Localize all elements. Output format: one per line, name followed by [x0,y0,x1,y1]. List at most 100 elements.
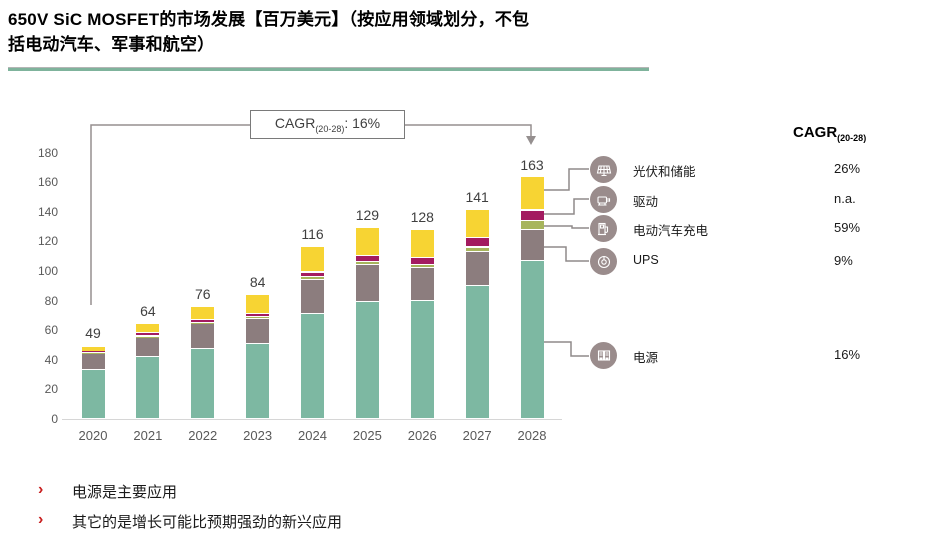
legend-label: 电源 [633,351,659,365]
bar-segment-光伏和储能[interactable] [410,229,434,257]
bar-segment-驱动[interactable] [410,258,434,265]
legend-label: UPS [633,253,659,267]
bar-segment-光伏和储能[interactable] [246,294,270,313]
bar-total-label: 128 [410,208,434,225]
cagr-column-header: CAGR(20-28) [793,124,867,143]
y-axis-tick: 60 [44,323,58,338]
legend-item-驱动[interactable] [590,186,617,213]
legend-label: 电动汽车充电 [633,224,709,238]
bar-segment-驱动[interactable] [355,256,379,262]
y-axis-tick: 80 [44,293,58,308]
x-axis-tick: 2028 [517,428,547,443]
legend-item-电源[interactable] [590,342,617,369]
bar-segment-光伏和储能[interactable] [136,324,160,333]
x-axis-tick: 2026 [407,428,437,443]
bar-segment-光伏和储能[interactable] [191,306,215,319]
bar-segment-驱动[interactable] [191,319,215,322]
x-axis-tick: 2025 [352,428,382,443]
bar-segment-电源[interactable] [355,302,379,418]
bar-segment-电源[interactable] [191,349,215,418]
y-axis-tick: 180 [37,145,58,160]
bar-total-label: 84 [249,273,266,290]
bar-segment-电动汽车充电[interactable] [81,352,105,354]
bar-segment-驱动[interactable] [81,351,105,353]
bar-segment-UPS[interactable] [465,251,489,285]
bar-segment-UPS[interactable] [301,279,324,313]
bar-segment-UPS[interactable] [81,354,105,370]
bullet-marker: › [38,511,44,528]
legend-cagr-value: n.a. [834,191,856,206]
x-axis-tick: 2020 [78,428,108,443]
bar-segment-UPS[interactable] [191,324,215,349]
bar-segment-电源[interactable] [520,261,544,418]
ups-icon [590,248,617,275]
ev-charger-icon [590,215,617,242]
bar-segment-电源[interactable] [246,344,270,418]
bar-total-label: 64 [140,303,156,320]
bullet-item: › 其它的是增长可能比预期强劲的新兴应用 [38,511,342,532]
bullet-text: 其它的是增长可能比预期强劲的新兴应用 [72,514,343,531]
bar-segment-光伏和储能[interactable] [520,177,544,210]
bullet-item: › 电源是主要应用 [38,481,177,502]
legend-cagr-value: 16% [834,347,861,362]
y-axis-tick: 20 [44,382,58,397]
x-axis-tick: 2027 [462,428,492,443]
x-axis-tick: 2021 [133,428,163,443]
bar-segment-电动汽车充电[interactable] [410,265,434,268]
cagr-banner-text: CAGR(20-28): 16% [274,115,381,134]
legend-label: 驱动 [633,195,659,209]
bullet-text: 电源是主要应用 [72,484,178,501]
page-title-line1: 650V SiC MOSFET的市场发展【百万美元】（按应用领域划分，不包 [8,10,530,29]
bar-segment-驱动[interactable] [301,272,324,276]
bar-total-label: 129 [355,207,380,224]
bar-segment-驱动[interactable] [520,210,544,220]
bar-segment-电动汽车充电[interactable] [136,336,160,338]
bar-segment-UPS[interactable] [520,229,544,260]
page-title: 650V SiC MOSFET的市场发展【百万美元】（按应用领域划分，不包 括电… [8,8,628,57]
bar-segment-电动汽车充电[interactable] [301,276,324,279]
bar-segment-驱动[interactable] [246,313,270,316]
x-axis-line [62,419,562,420]
motor-icon [590,186,617,213]
legend-item-UPS[interactable] [590,248,617,275]
bar-segment-光伏和储能[interactable] [355,228,379,256]
bar-segment-UPS[interactable] [410,267,434,300]
x-axis-tick: 2022 [188,428,218,443]
bar-segment-光伏和储能[interactable] [81,346,105,351]
bullet-marker: › [38,481,44,498]
bar-segment-电源[interactable] [410,301,434,418]
bar-segment-电源[interactable] [301,314,324,418]
bar-segment-电源[interactable] [136,357,160,418]
bar-segment-电动汽车充电[interactable] [246,317,270,319]
cagr-banner: CAGR(20-28): 16% [250,110,405,139]
bar-segment-电动汽车充电[interactable] [520,220,544,229]
bar-segment-电动汽车充电[interactable] [355,262,379,265]
legend-label: 光伏和储能 [633,165,696,179]
bar-segment-光伏和储能[interactable] [465,210,489,238]
bar-segment-UPS[interactable] [246,318,270,343]
legend-item-光伏和储能[interactable] [590,156,617,183]
legend-cagr-value: 9% [834,253,853,268]
bar-total-label: 116 [301,226,324,243]
bar-total-label: 163 [520,156,544,173]
x-axis-tick: 2023 [243,428,273,443]
bar-segment-驱动[interactable] [465,238,489,247]
bar-segment-UPS[interactable] [355,265,379,302]
bar-segment-电动汽车充电[interactable] [465,247,489,251]
bar-segment-UPS[interactable] [136,337,160,356]
y-axis-tick: 40 [44,352,58,367]
bar-total-label: 76 [194,285,211,302]
y-axis-tick: 120 [37,234,58,249]
bar-segment-电动汽车充电[interactable] [191,323,215,325]
power-supply-icon [590,342,617,369]
bar-segment-驱动[interactable] [136,333,160,336]
bar-segment-光伏和储能[interactable] [301,247,324,272]
legend-item-电动汽车充电[interactable] [590,215,617,242]
title-underline [8,67,649,71]
bar-segment-电源[interactable] [81,370,105,418]
legend-cagr-value: 26% [834,161,861,176]
y-axis-tick: 160 [37,175,58,190]
bar-segment-电源[interactable] [465,286,489,418]
